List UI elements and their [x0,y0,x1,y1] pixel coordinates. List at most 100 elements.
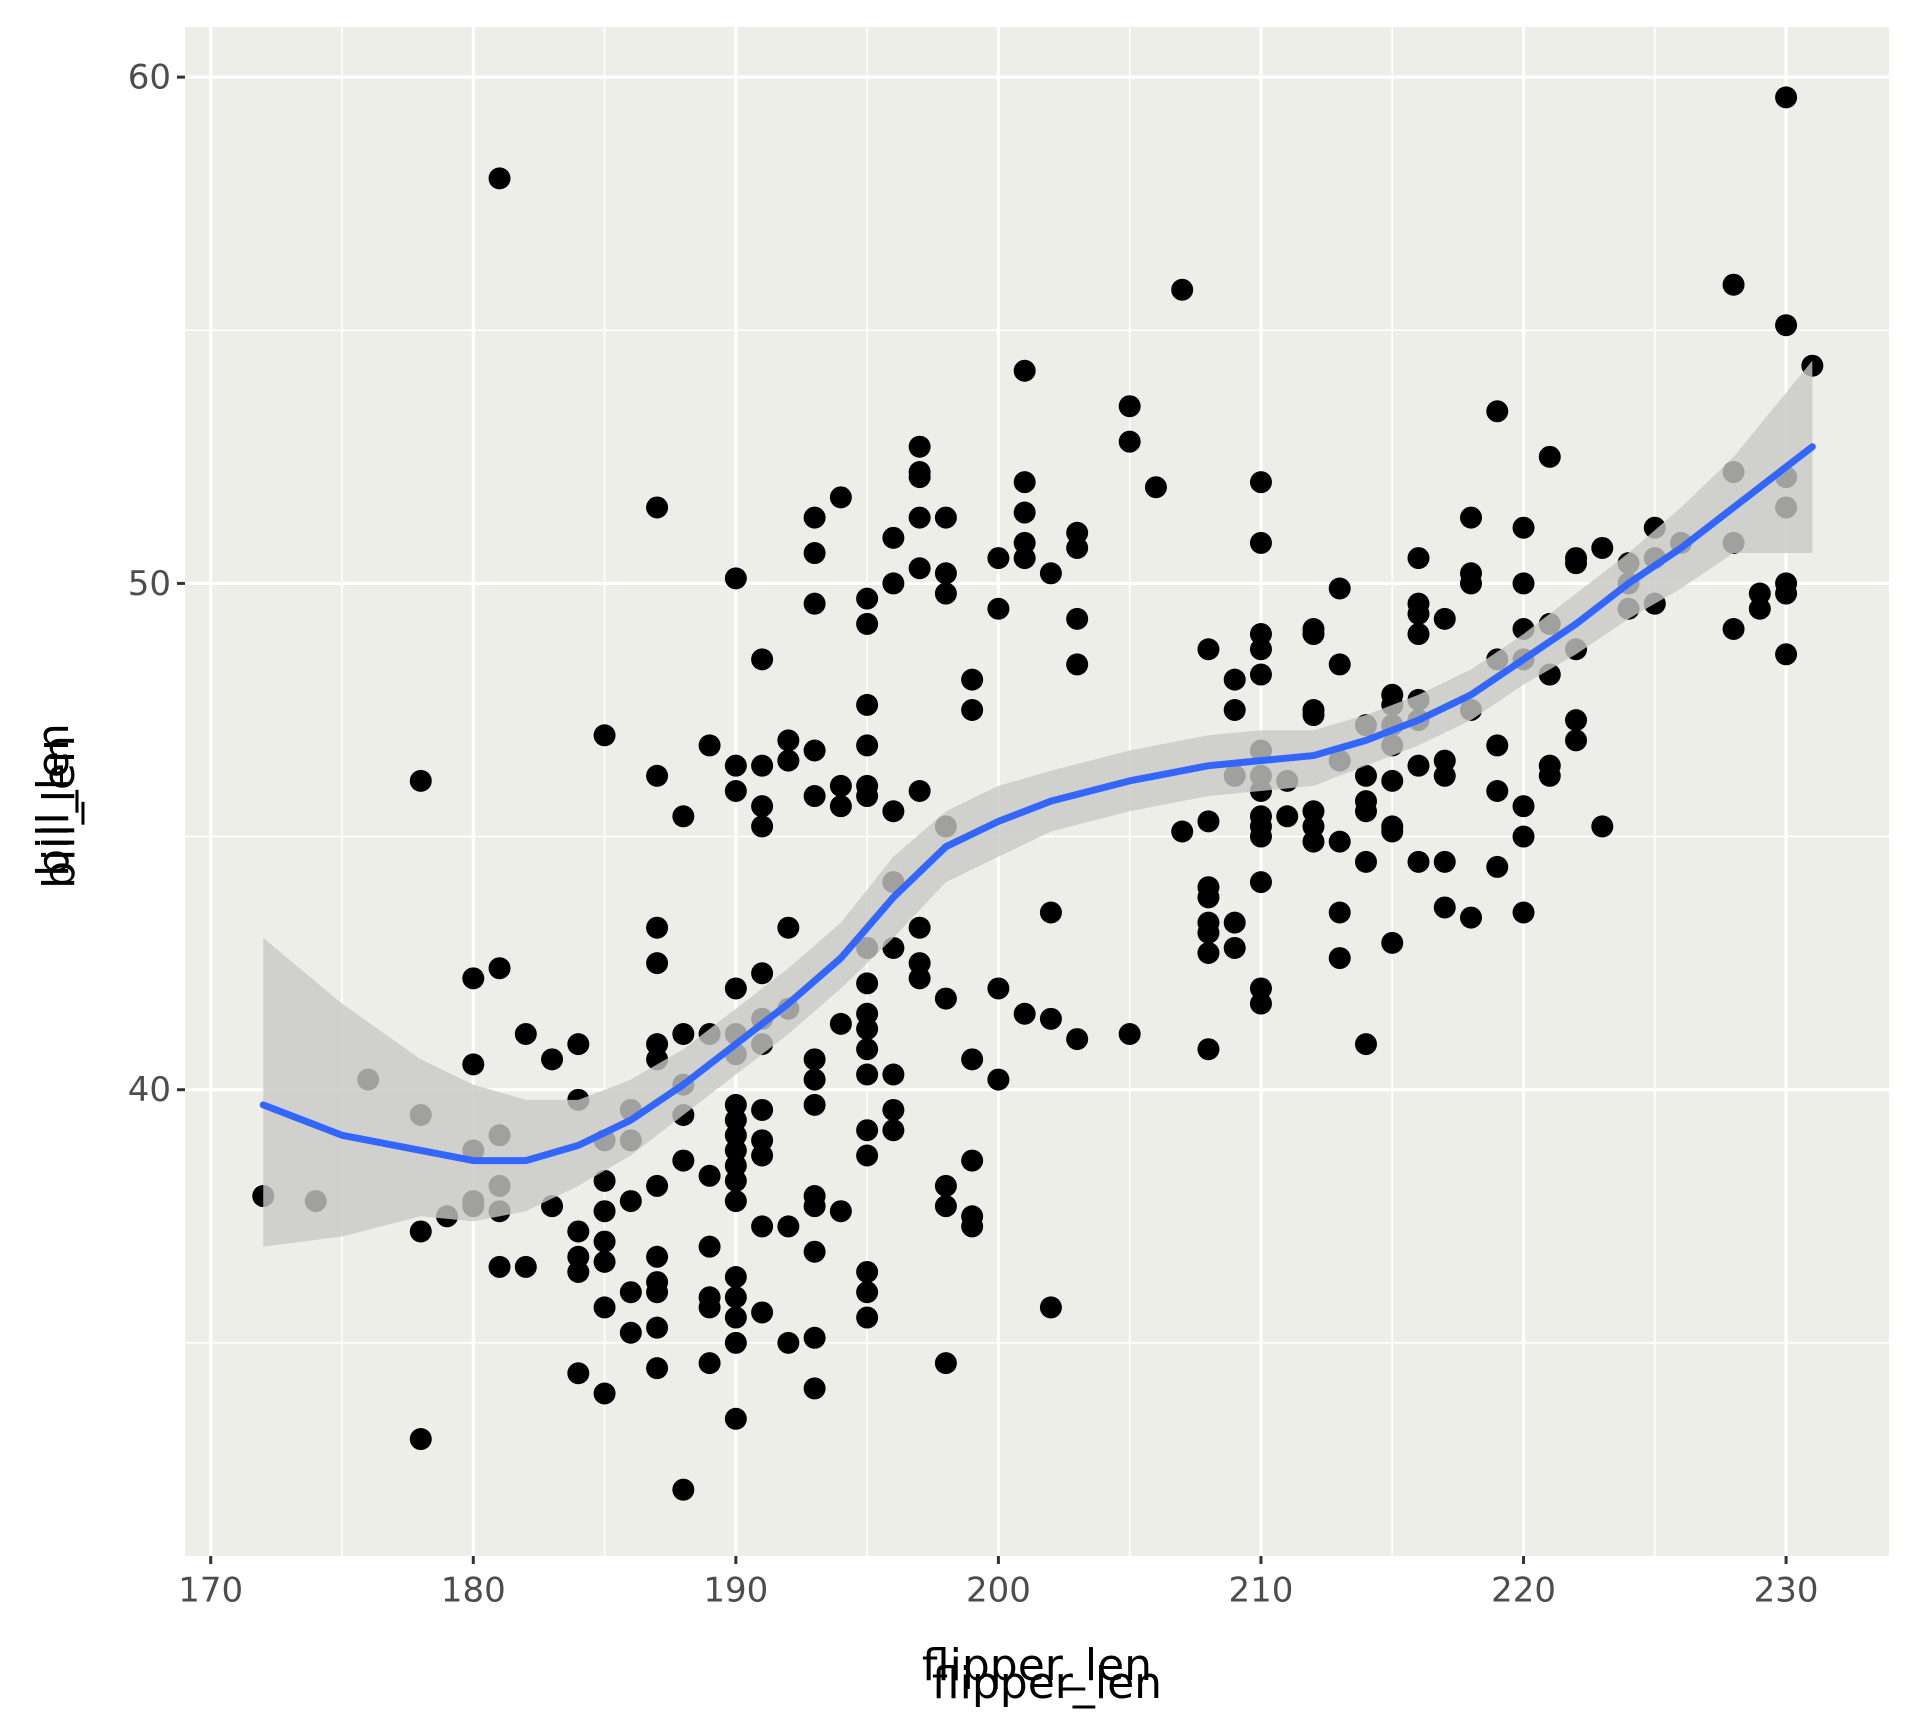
data-point [1066,1028,1089,1051]
smooth-line [259,443,1816,1165]
data-point [672,805,695,828]
data-point [803,739,826,762]
data-point [934,562,957,585]
data-point [1748,582,1771,605]
data-point [1748,597,1771,620]
x-tick-label: 220 [1491,1571,1556,1611]
data-point [961,668,984,691]
data-point [409,1428,432,1451]
data-point [462,1053,485,1076]
data-point [409,769,432,792]
data-point [856,1038,879,1061]
data-point [1039,562,1062,585]
data-point [646,1316,669,1339]
data-point [829,774,852,797]
data-point [1066,653,1089,676]
data-point [1144,476,1167,499]
data-point [1381,931,1404,954]
data-point [751,1215,774,1238]
data-point [961,1149,984,1172]
data-point [619,1190,642,1213]
data-point [488,957,511,980]
data-point [1223,936,1246,959]
data-point [724,1407,747,1430]
data-point [856,1119,879,1142]
data-point [1460,906,1483,929]
data-point [751,1144,774,1167]
data-point [1223,911,1246,934]
data-point [856,612,879,635]
data-point [1381,820,1404,843]
data-point [724,1286,747,1309]
data-point [803,785,826,808]
data-point [1249,638,1272,661]
x-tick-label: 230 [1754,1571,1819,1611]
data-point [751,1129,774,1152]
data-point [1538,445,1561,468]
data-point [1197,1038,1220,1061]
data-point [646,1174,669,1197]
data-point [1460,572,1483,595]
data-point [751,1098,774,1121]
data-point [1118,430,1141,453]
data-point [1066,536,1089,559]
data-point [1538,764,1561,787]
data-point [1433,850,1456,873]
data-point [646,952,669,975]
data-point [514,1023,537,1046]
data-point [751,648,774,671]
data-point [541,1048,564,1071]
data-point [1197,638,1220,661]
data-point [1013,501,1036,524]
data-point [751,962,774,985]
data-point [593,1296,616,1319]
data-point [567,1260,590,1283]
data-point [1223,668,1246,691]
data-point [987,977,1010,1000]
data-point [724,754,747,777]
data-point [829,1012,852,1035]
data-point [567,1033,590,1056]
data-point [856,1144,879,1167]
data-point [724,567,747,590]
data-point [1407,623,1430,646]
data-point [1197,942,1220,965]
data-point [882,526,905,549]
data-point [724,1169,747,1192]
data-point [1302,830,1325,853]
data-point [646,916,669,939]
data-point [593,1382,616,1405]
data-point [1249,471,1272,494]
y-axis-title: bill_len [28,723,79,877]
data-point [1407,754,1430,777]
data-point [1407,850,1430,873]
data-point [961,1215,984,1238]
data-point [1433,749,1456,772]
data-point [856,1063,879,1086]
data-point [882,800,905,823]
data-point [1197,921,1220,944]
x-axis-title-echo: flipper_len [932,1658,1162,1709]
data-point [462,967,485,990]
data-point [567,1245,590,1268]
y-tick-label: 60 [128,58,171,98]
data-point [1512,795,1535,818]
data-point [934,1195,957,1218]
data-point [908,557,931,580]
data-point [1512,572,1535,595]
data-point [1276,805,1299,828]
data-point [1328,830,1351,853]
data-point [882,1119,905,1142]
data-point [672,1149,695,1172]
data-point [1066,521,1089,544]
data-point [803,592,826,615]
data-point [934,1174,957,1197]
data-point [856,1281,879,1304]
data-point [908,466,931,489]
data-point [1249,825,1272,848]
data-point [1013,531,1036,554]
data-point [803,1377,826,1400]
data-point [908,916,931,939]
data-point [1013,359,1036,382]
data-point [829,795,852,818]
